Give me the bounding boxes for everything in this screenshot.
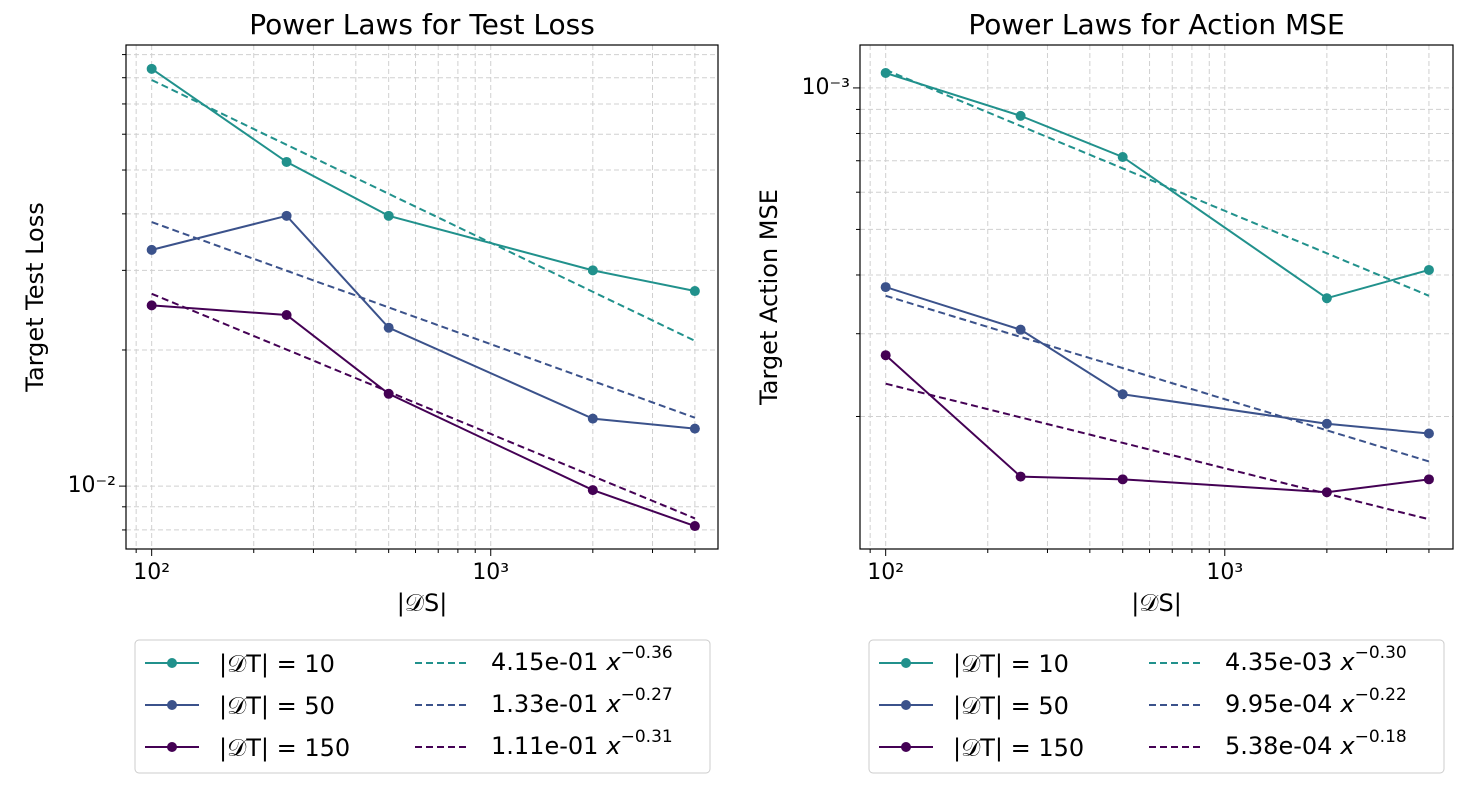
data-point [383,388,394,399]
data-point [281,309,292,320]
fit-exponent: −0.30 [1355,643,1407,663]
x-tick-label: 10³ [472,560,509,585]
fit-coefficient: 4.35e-03 [1225,648,1332,676]
fit-variable: x [605,648,621,676]
data-point [1423,428,1434,439]
data-point [1321,487,1332,498]
legend-label: 4.35e-03 x−0.30 [1225,643,1407,676]
series-line [151,304,696,527]
data-point [587,485,598,496]
fit-line [885,68,1430,297]
y-axis-label: Target Action MSE [755,189,783,406]
fit-variable: x [605,732,621,760]
data-point [587,413,598,424]
fit-line [151,292,696,520]
data-point [146,63,157,74]
fit-line [151,221,696,419]
data-point [1321,418,1332,429]
data-point [281,210,292,221]
fit-coefficient: 5.38e-04 [1225,732,1332,760]
axes-frame [859,44,1454,550]
fit-coefficient: 1.33e-01 [491,690,598,718]
legend-marker [901,742,911,752]
data-point [383,322,394,333]
legend-marker [167,742,177,752]
legend-marker [901,658,911,668]
series-line [151,68,696,293]
axes-frame [125,44,719,550]
legend-marker [901,700,911,710]
data-point [1117,474,1128,485]
x-tick-label: 10³ [1206,560,1243,585]
y-tick-label: 10⁻² [68,473,116,498]
legend-label: 1.33e-01 x−0.27 [491,685,673,718]
data-point [689,286,700,297]
data-point [880,350,891,361]
fit-exponent: −0.31 [621,727,673,747]
legend-label: |𝒟T| = 150 [219,734,350,762]
legend-label: 5.38e-04 x−0.18 [1225,727,1407,760]
y-tick-label: 10⁻³ [802,75,850,100]
fit-exponent: −0.27 [621,685,673,705]
legend-frame [134,639,711,774]
x-axis-label: |𝒟S| [1131,589,1182,617]
series-line [151,214,695,430]
legend-frame [868,639,1445,774]
data-point [689,423,700,434]
fit-line [885,382,1430,521]
data-point [1423,474,1434,485]
data-point [1321,293,1332,304]
legend-label: 1.11e-01 x−0.31 [491,727,673,760]
legend-marker [167,658,177,668]
legend-marker [167,700,177,710]
x-tick-label: 10² [867,560,904,585]
data-point [1423,264,1434,275]
data-point [1015,324,1026,335]
series-line [885,286,1430,435]
legend-label: |𝒟T| = 50 [219,692,335,720]
legend-label: |𝒟T| = 10 [953,650,1069,678]
legend-label: |𝒟T| = 10 [219,650,335,678]
x-tick-label: 10² [133,560,170,585]
x-axis-label: |𝒟S| [397,589,448,617]
data-point [880,67,891,78]
data-point [383,210,394,221]
fit-exponent: −0.22 [1355,685,1407,705]
fit-variable: x [605,690,621,718]
data-point [146,244,157,255]
fit-exponent: −0.36 [621,643,673,663]
data-point [281,156,292,167]
legend-label: 4.15e-01 x−0.36 [491,643,673,676]
fit-coefficient: 9.95e-04 [1225,690,1332,718]
data-point [689,521,700,532]
plot: 10² 10³ 10⁻² Power Laws for Test Loss |𝒟S| Ta… [21,8,719,774]
data-point [1117,151,1128,162]
y-axis-label: Target Test Loss [21,202,49,392]
fit-variable: x [1339,690,1355,718]
data-point [880,282,891,293]
chart-title: Power Laws for Action MSE [968,8,1344,41]
fit-exponent: −0.18 [1355,727,1407,747]
fit-line [151,79,696,342]
series-line [885,354,1430,494]
fit-variable: x [1339,732,1355,760]
legend-label: |𝒟T| = 50 [953,692,1069,720]
data-point [587,265,598,276]
data-point [1015,110,1026,121]
data-point [1015,471,1026,482]
fit-coefficient: 1.11e-01 [491,732,598,760]
fit-coefficient: 4.15e-01 [491,648,598,676]
legend-label: |𝒟T| = 150 [953,734,1084,762]
fit-line [885,294,1430,463]
series-line [885,72,1430,300]
fit-variable: x [1339,648,1355,676]
plot: 10² 10³ 10⁻³ Power Laws for Action MSE |𝒟S| T… [755,8,1454,774]
chart-title: Power Laws for Test Loss [249,8,595,41]
data-point [146,300,157,311]
legend-label: 9.95e-04 x−0.22 [1225,685,1407,718]
data-point [1117,389,1128,400]
